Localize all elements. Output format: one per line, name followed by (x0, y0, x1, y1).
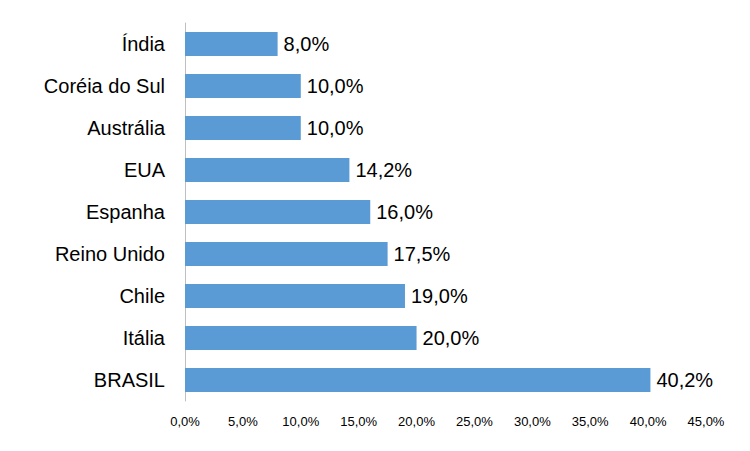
svg-text:16,0%: 16,0% (376, 201, 433, 223)
svg-text:Chile: Chile (119, 285, 165, 307)
svg-text:BRASIL: BRASIL (94, 369, 165, 391)
svg-text:20,0%: 20,0% (423, 327, 480, 349)
svg-text:10,0%: 10,0% (307, 117, 364, 139)
svg-text:Coréia do Sul: Coréia do Sul (44, 75, 165, 97)
svg-text:10,0%: 10,0% (282, 414, 319, 429)
svg-text:19,0%: 19,0% (411, 285, 468, 307)
svg-text:Itália: Itália (123, 327, 166, 349)
svg-text:14,2%: 14,2% (355, 159, 412, 181)
svg-text:15,0%: 15,0% (340, 414, 377, 429)
svg-text:25,0%: 25,0% (456, 414, 493, 429)
svg-text:Índia: Índia (122, 33, 166, 55)
svg-text:30,0%: 30,0% (514, 414, 551, 429)
svg-text:20,0%: 20,0% (398, 414, 435, 429)
svg-text:Austrália: Austrália (87, 117, 166, 139)
svg-text:0,0%: 0,0% (170, 414, 200, 429)
svg-text:17,5%: 17,5% (394, 243, 451, 265)
svg-text:EUA: EUA (124, 159, 166, 181)
svg-text:10,0%: 10,0% (307, 75, 364, 97)
svg-text:40,0%: 40,0% (630, 414, 667, 429)
svg-text:35,0%: 35,0% (572, 414, 609, 429)
svg-text:40,2%: 40,2% (656, 369, 713, 391)
svg-text:Espanha: Espanha (86, 201, 166, 223)
svg-text:45,0%: 45,0% (688, 414, 725, 429)
svg-text:8,0%: 8,0% (284, 33, 330, 55)
svg-text:5,0%: 5,0% (228, 414, 258, 429)
svg-text:Reino Unido: Reino Unido (55, 243, 165, 265)
